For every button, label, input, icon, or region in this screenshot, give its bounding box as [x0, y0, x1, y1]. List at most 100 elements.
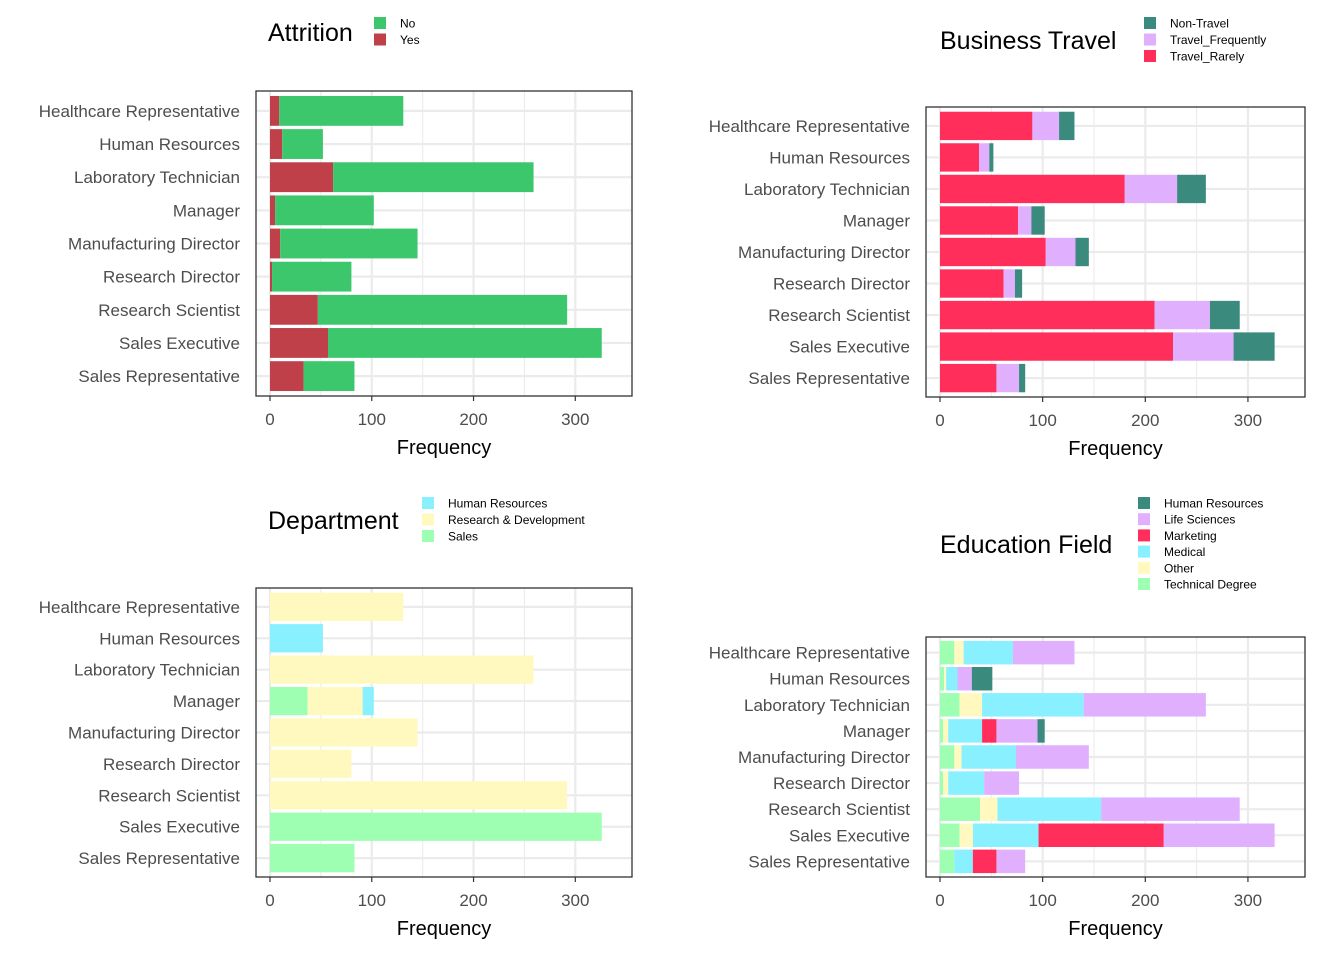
- x-axis-title: Frequency: [397, 918, 492, 940]
- bar-no-4: [275, 195, 374, 226]
- bar-travel-frequently-1: [1032, 111, 1060, 141]
- category-label: Manager: [173, 201, 240, 220]
- bar-medical-8: [972, 823, 1039, 847]
- bar-technical-degree-8: [940, 823, 960, 847]
- bar-other-4: [943, 719, 949, 743]
- bar-travel-rarely-9: [940, 363, 997, 393]
- bar-other-1: [954, 640, 964, 665]
- bar-other-5: [954, 745, 962, 769]
- bar-other-8: [959, 823, 973, 847]
- bar-no-2: [282, 129, 323, 159]
- legend-label: Non-Travel: [1170, 17, 1229, 31]
- bar-marketing-9: [972, 849, 997, 874]
- legend-label: Life Sciences: [1164, 513, 1235, 527]
- bar-non-travel-8: [1233, 332, 1275, 361]
- category-label: Manager: [173, 692, 240, 711]
- chart-panel-2: Healthcare Representative Human Resources…: [709, 17, 1306, 460]
- category-label: Research Scientist: [98, 786, 240, 805]
- category-label: Manufacturing Director: [68, 724, 240, 743]
- bar-yes-3: [270, 162, 334, 193]
- bar-human-resources-4: [362, 686, 374, 716]
- bar-travel-rarely-6: [940, 269, 1004, 298]
- legend-label: Technical Degree: [1164, 578, 1257, 592]
- category-label: Healthcare Representative: [709, 644, 910, 663]
- category-label: Sales Representative: [78, 367, 240, 386]
- category-label: Research Director: [773, 275, 910, 294]
- panel-border: [925, 106, 1306, 398]
- chart-panel-4: Healthcare Representative Human Resources…: [709, 497, 1306, 940]
- bar-yes-6: [270, 261, 273, 292]
- bars: [270, 95, 602, 392]
- legend-swatch: [374, 33, 386, 46]
- bar-life-sciences-1: [1012, 640, 1075, 665]
- bar-non-travel-4: [1031, 206, 1045, 235]
- bar-no-8: [328, 328, 602, 358]
- bar-travel-frequently-4: [1018, 206, 1032, 235]
- x-tick-label: 100: [358, 410, 386, 429]
- legend-swatch: [422, 530, 434, 542]
- bar-medical-5: [961, 745, 1016, 769]
- bar-yes-7: [270, 294, 318, 325]
- x-tick-label: 300: [561, 891, 589, 910]
- bar-other-2: [944, 667, 947, 691]
- bar-life-sciences-2: [957, 667, 972, 691]
- legend-label: Other: [1164, 561, 1194, 575]
- category-label: Sales Representative: [78, 849, 240, 868]
- bar-travel-frequently-7: [1154, 300, 1210, 330]
- bar-yes-4: [270, 195, 276, 226]
- bar-yes-1: [270, 95, 280, 126]
- bar-other-7: [980, 797, 998, 821]
- bar-technical-degree-2: [940, 667, 945, 691]
- bar-technical-degree-5: [940, 745, 955, 769]
- category-label: Sales Executive: [119, 334, 240, 353]
- bar-sales-9: [270, 844, 355, 873]
- bar-no-3: [333, 162, 534, 193]
- bar-research-development-4: [307, 686, 363, 716]
- bar-technical-degree-7: [940, 797, 981, 821]
- category-label: Human Resources: [99, 135, 240, 154]
- category-label: Healthcare Representative: [39, 598, 240, 617]
- bar-no-7: [317, 294, 568, 325]
- category-label: Research Scientist: [768, 800, 910, 819]
- legend-swatch: [1138, 561, 1150, 574]
- bar-non-travel-1: [1059, 111, 1075, 141]
- legend-title: Education Field: [940, 531, 1112, 559]
- category-label: Research Director: [103, 755, 240, 774]
- bar-travel-frequently-2: [979, 143, 990, 172]
- category-label: Human Resources: [769, 148, 910, 167]
- x-tick-label: 0: [935, 891, 944, 910]
- legend: Non-Travel Travel_Frequently Travel_Rarely: [1144, 17, 1266, 64]
- x-axis-title: Frequency: [1068, 918, 1163, 940]
- bar-life-sciences-4: [996, 719, 1038, 743]
- legend-swatch: [1138, 578, 1150, 590]
- legend-swatch: [1144, 50, 1156, 62]
- bar-travel-rarely-5: [940, 237, 1046, 267]
- bar-life-sciences-9: [996, 849, 1026, 874]
- category-label: Sales Executive: [789, 826, 910, 845]
- bar-medical-1: [963, 640, 1013, 665]
- bar-sales-4: [270, 686, 308, 716]
- bar-non-travel-3: [1177, 174, 1206, 204]
- legend-label: Marketing: [1164, 529, 1217, 543]
- bar-medical-2: [946, 667, 958, 691]
- bar-research-development-6: [270, 749, 352, 779]
- bar-human-resources-2: [270, 624, 323, 653]
- bar-life-sciences-6: [984, 771, 1020, 795]
- bar-travel-rarely-1: [940, 111, 1033, 141]
- bar-marketing-4: [982, 719, 997, 743]
- legend: Human Resources Research & Development Sal…: [422, 497, 585, 544]
- bar-other-3: [959, 693, 983, 717]
- legend-swatch: [374, 17, 386, 29]
- bar-non-travel-2: [989, 143, 994, 172]
- bar-medical-4: [948, 719, 983, 743]
- category-label: Manufacturing Director: [738, 748, 910, 767]
- bar-research-development-3: [270, 655, 534, 684]
- category-label: Manufacturing Director: [738, 243, 910, 262]
- bar-life-sciences-7: [1101, 797, 1240, 821]
- x-tick-label: 300: [1234, 411, 1262, 430]
- category-label: Laboratory Technician: [74, 661, 240, 680]
- legend-swatch: [1138, 497, 1150, 509]
- x-axis-title: Frequency: [397, 437, 492, 459]
- category-label: Healthcare Representative: [709, 117, 910, 136]
- legend-title: Attrition: [268, 19, 353, 47]
